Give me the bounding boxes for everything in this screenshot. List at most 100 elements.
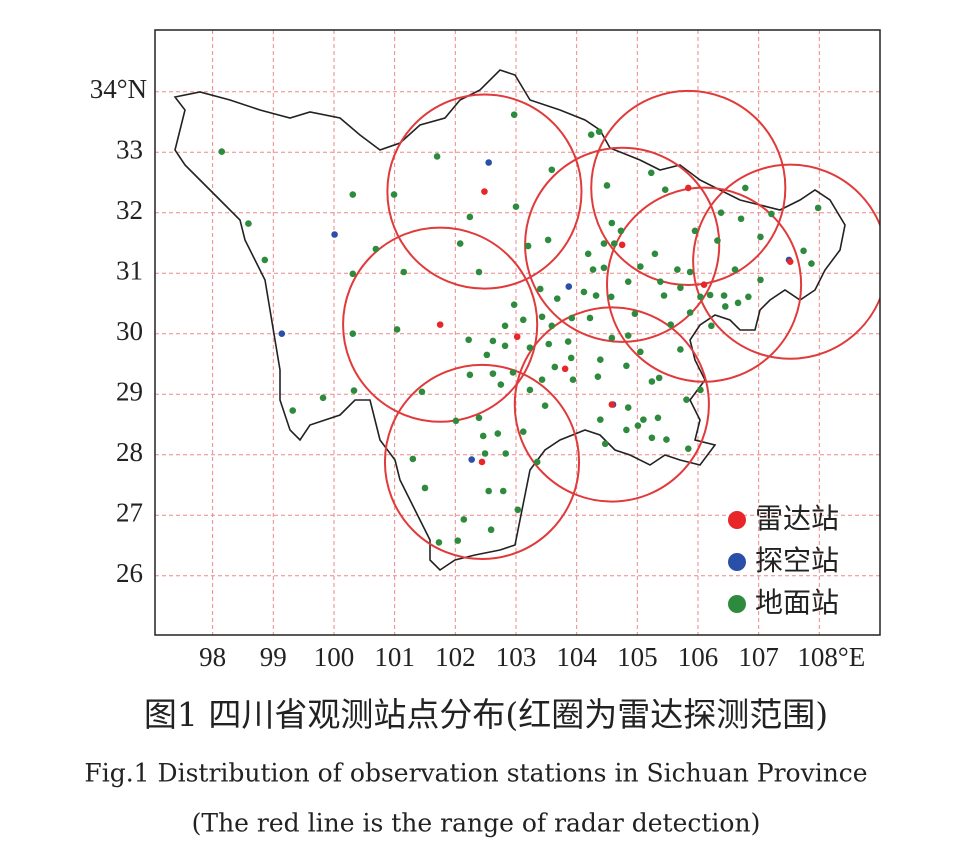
station-point: [524, 242, 532, 250]
station-point: [489, 370, 497, 377]
station-point: [663, 436, 670, 443]
station-point: [538, 376, 546, 383]
station-point: [697, 293, 704, 301]
station-point: [587, 131, 595, 138]
station-point: [468, 456, 475, 463]
station-point: [390, 191, 398, 198]
station-point: [631, 310, 639, 318]
station-point: [435, 539, 443, 546]
station-point: [800, 247, 807, 255]
station-point: [526, 344, 534, 351]
station-point: [519, 316, 527, 324]
station-point: [466, 213, 474, 221]
station-point: [567, 354, 575, 362]
station-point: [513, 333, 521, 341]
station-point: [350, 387, 358, 394]
station-point: [433, 153, 441, 160]
station-point: [684, 184, 692, 192]
station-point: [637, 348, 644, 356]
station-point: [714, 237, 721, 244]
radar-range: [692, 163, 880, 360]
station-point: [494, 430, 502, 437]
station-point: [485, 487, 492, 495]
caption: 图1 四川省观测站点分布(红圈为雷达探测范围): [144, 695, 828, 734]
station-point: [349, 330, 357, 338]
station-point: [502, 450, 509, 457]
station-point: [460, 516, 468, 523]
station-point: [651, 250, 659, 258]
station-point: [349, 191, 357, 198]
x-tick-label: 102: [435, 642, 476, 672]
station-point: [592, 292, 600, 299]
station-point: [526, 386, 534, 394]
station-point: [568, 314, 576, 322]
radar-range: [342, 226, 539, 423]
station-point: [456, 240, 464, 247]
y-tick-label: 28: [116, 437, 143, 467]
station-point: [742, 184, 749, 192]
station-point: [545, 340, 553, 348]
station-point: [637, 263, 644, 270]
station-point: [289, 407, 297, 414]
station-point: [509, 369, 517, 376]
legend-marker: [728, 511, 746, 529]
x-tick-label: 98: [199, 642, 226, 672]
station-point: [569, 376, 577, 383]
y-tick-label: 34°N: [90, 74, 147, 104]
station-point: [600, 240, 608, 247]
station-point: [475, 268, 483, 276]
station-point: [757, 276, 764, 284]
station-point: [481, 450, 489, 457]
station-point: [786, 258, 794, 266]
station-point: [677, 346, 684, 353]
x-tick-label: 107: [738, 642, 779, 672]
station-point: [623, 426, 630, 434]
station-point: [331, 231, 338, 238]
station-point: [734, 299, 742, 307]
station-point: [608, 401, 616, 408]
y-tick-label: 29: [116, 376, 143, 406]
station-point: [418, 388, 426, 396]
station-point: [737, 215, 745, 223]
station-point: [624, 332, 632, 339]
station-point: [686, 268, 694, 276]
station-point: [661, 186, 669, 194]
station-point: [768, 210, 775, 218]
station-point: [624, 278, 632, 285]
station-point: [565, 283, 573, 290]
station-point: [603, 182, 611, 189]
station-point: [674, 266, 681, 273]
station-point: [600, 264, 608, 272]
station-point: [657, 278, 664, 285]
station-point: [519, 428, 527, 436]
station-point: [697, 386, 704, 394]
station-point: [683, 396, 690, 403]
station-point: [393, 326, 401, 333]
station-point: [721, 303, 729, 310]
station-point: [597, 356, 604, 364]
station-point: [478, 458, 486, 466]
station-point: [499, 487, 507, 495]
station-point: [677, 284, 684, 292]
station-point: [548, 322, 556, 330]
x-tick-label: 105: [617, 642, 658, 672]
radar-range: [605, 186, 803, 383]
station-point: [597, 416, 604, 423]
station-point: [580, 288, 588, 296]
station-point: [514, 506, 522, 514]
station-point: [454, 537, 462, 544]
x-tick-label: 101: [374, 642, 415, 672]
station-point: [647, 169, 655, 177]
x-tick-label: 99: [260, 642, 287, 672]
station-point: [452, 417, 460, 425]
station-point: [745, 293, 752, 301]
station-point: [607, 293, 615, 301]
station-point: [551, 363, 559, 371]
station-point: [483, 351, 491, 359]
legend-label: 雷达站: [755, 502, 839, 535]
station-point: [561, 365, 569, 373]
station-point: [319, 394, 327, 402]
station-point: [586, 314, 594, 322]
